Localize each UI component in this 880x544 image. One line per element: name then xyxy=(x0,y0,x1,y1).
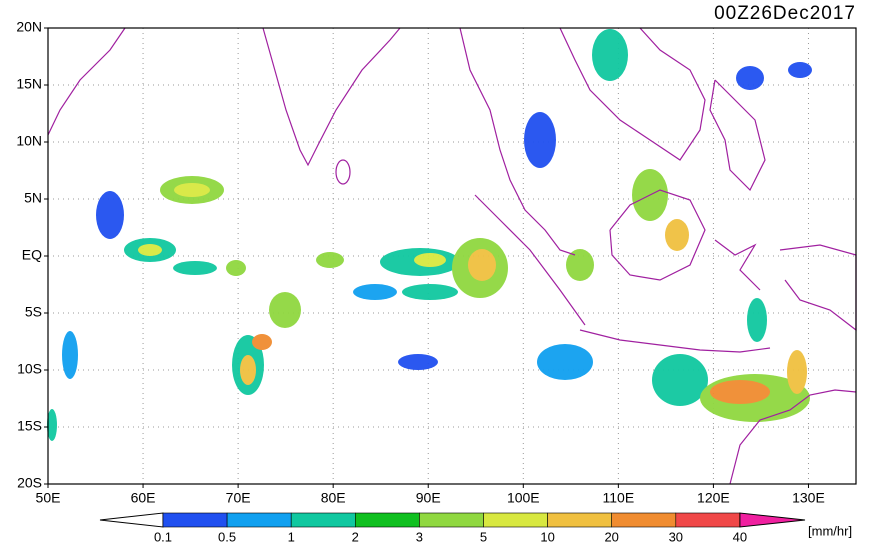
lon-label: 120E xyxy=(697,490,730,506)
lon-label: 110E xyxy=(603,490,635,506)
colorbar-segment xyxy=(290,512,356,528)
rain-cell xyxy=(736,66,764,90)
lat-label: EQ xyxy=(22,247,42,263)
rain-cell xyxy=(566,249,594,281)
rain-cell xyxy=(173,261,217,275)
rain-cell xyxy=(402,284,458,300)
coastline xyxy=(729,389,857,485)
lat-label: 20S xyxy=(17,475,42,491)
colorbar-low xyxy=(99,512,164,528)
colorbar-segment xyxy=(547,512,612,528)
lon-label: 90E xyxy=(416,490,441,506)
colorbar-label: 5 xyxy=(480,529,487,544)
rain-cell xyxy=(353,284,397,300)
lat-label: 10N xyxy=(16,133,42,149)
rain-cell xyxy=(252,334,272,350)
colorbar-label: 2 xyxy=(352,529,359,544)
rain-cell xyxy=(316,252,344,268)
coastline xyxy=(474,194,586,326)
rain-cell xyxy=(652,354,708,406)
rain-cell xyxy=(710,380,770,404)
colorbar-label: 10 xyxy=(540,529,554,544)
colorbar-unit: [mm/hr] xyxy=(808,523,852,538)
coastline xyxy=(459,27,576,256)
coastline xyxy=(779,244,857,332)
rain-cell xyxy=(592,29,628,81)
coastline xyxy=(559,27,706,161)
rain-cell xyxy=(138,244,162,256)
coastline xyxy=(579,329,771,353)
rain-cell xyxy=(226,260,246,276)
lat-label: 15S xyxy=(17,418,42,434)
colorbar-segment xyxy=(675,512,741,528)
lon-label: 70E xyxy=(226,490,251,506)
colorbar-segment xyxy=(611,512,677,528)
coastline xyxy=(262,27,401,167)
rain-cell xyxy=(269,292,301,328)
colorbar-segment xyxy=(226,512,292,528)
rain-cell xyxy=(62,331,78,379)
colorbar: 0.1 0.5 1 2 3 5 10 20 30 40 [mm/hr] xyxy=(99,512,852,544)
coastlines xyxy=(47,27,857,485)
rain-cell xyxy=(96,191,124,239)
rain-cell xyxy=(468,249,496,281)
coastline xyxy=(714,239,761,291)
rain-cell xyxy=(414,253,446,267)
rain-cell xyxy=(747,298,767,342)
coastline xyxy=(709,79,766,192)
map-title: 00Z26Dec2017 xyxy=(714,3,856,24)
rain-cell xyxy=(787,350,807,394)
lat-label: 5S xyxy=(25,304,42,320)
colorbar-label: 30 xyxy=(669,529,683,544)
colorbar-label: 20 xyxy=(604,529,618,544)
colorbar-label: 1 xyxy=(288,529,295,544)
colorbar-label: 0.5 xyxy=(218,529,236,544)
colorbar-label: 3 xyxy=(416,529,423,544)
lon-label: 50E xyxy=(36,490,61,506)
lat-label: 15N xyxy=(16,76,42,92)
rain-field xyxy=(47,29,812,441)
island xyxy=(335,159,351,185)
lat-label: 10S xyxy=(17,361,42,377)
lat-label: 5N xyxy=(24,190,42,206)
coastline xyxy=(609,189,706,281)
coastline xyxy=(47,27,126,136)
colorbar-high xyxy=(739,512,806,528)
rain-cell xyxy=(665,219,689,251)
rain-cell xyxy=(398,354,438,370)
colorbar-label: 40 xyxy=(733,529,747,544)
colorbar-segment xyxy=(419,512,484,528)
rain-cell xyxy=(788,62,812,78)
colorbar-segment xyxy=(162,512,228,528)
rain-cell xyxy=(47,409,57,441)
lon-label: 60E xyxy=(131,490,156,506)
colorbar-label: 0.1 xyxy=(154,529,172,544)
rain-cell xyxy=(537,344,593,380)
lon-label: 80E xyxy=(321,490,346,506)
rain-cell xyxy=(524,112,556,168)
rain-cell xyxy=(174,183,210,197)
colorbar-segment xyxy=(483,512,548,528)
lon-label: 100E xyxy=(507,490,540,506)
lat-label: 20N xyxy=(16,19,42,35)
lon-label: 130E xyxy=(792,490,825,506)
rain-cell xyxy=(240,355,256,385)
colorbar-segment xyxy=(354,512,420,528)
